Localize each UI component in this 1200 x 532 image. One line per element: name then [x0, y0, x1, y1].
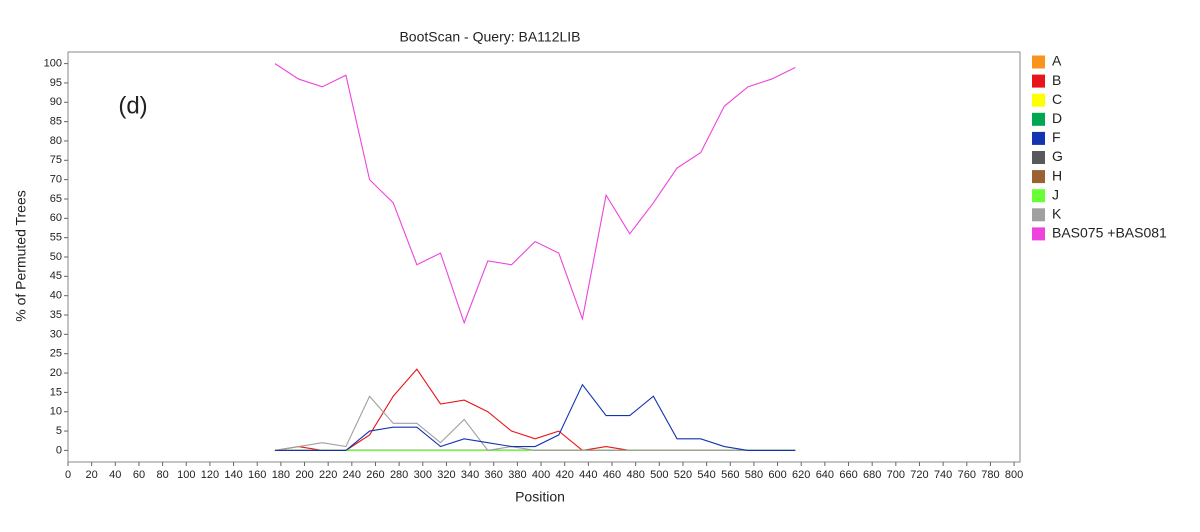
x-tick-label: 580 [745, 469, 763, 481]
series-line [274, 395, 796, 451]
x-axis-label: Position [515, 489, 565, 505]
x-tick-label: 160 [248, 469, 266, 481]
x-tick-label: 560 [721, 469, 739, 481]
y-tick-label: 80 [50, 135, 62, 147]
x-tick-label: 60 [133, 469, 145, 481]
x-tick-label: 720 [910, 469, 928, 481]
legend-label: K [1052, 206, 1062, 222]
x-tick-label: 400 [532, 469, 550, 481]
y-tick-label: 0 [56, 444, 62, 456]
x-tick-label: 240 [343, 469, 361, 481]
legend-swatch [1032, 208, 1045, 222]
y-tick-label: 85 [50, 116, 62, 128]
legend-label: C [1052, 91, 1062, 107]
legend-label: B [1052, 72, 1061, 88]
y-tick-label: 25 [50, 348, 62, 360]
y-tick-label: 65 [50, 193, 62, 205]
legend-swatch [1032, 170, 1045, 184]
y-tick-label: 50 [50, 251, 62, 263]
legend-label: D [1052, 110, 1062, 126]
y-tick-label: 30 [50, 328, 62, 340]
x-tick-label: 0 [65, 469, 71, 481]
x-tick-label: 40 [109, 469, 121, 481]
x-tick-label: 300 [414, 469, 432, 481]
x-tick-label: 800 [1005, 469, 1023, 481]
y-tick-label: 75 [50, 154, 62, 166]
x-tick-label: 480 [626, 469, 644, 481]
x-tick-label: 740 [934, 469, 952, 481]
y-tick-label: 40 [50, 290, 62, 302]
x-tick-label: 20 [86, 469, 98, 481]
x-tick-label: 420 [556, 469, 574, 481]
y-tick-label: 20 [50, 367, 62, 379]
x-tick-label: 320 [437, 469, 455, 481]
x-tick-label: 340 [461, 469, 479, 481]
y-tick-label: 60 [50, 212, 62, 224]
legend-label: G [1052, 148, 1063, 164]
y-tick-label: 10 [50, 406, 62, 418]
x-tick-label: 600 [768, 469, 786, 481]
x-tick-label: 440 [579, 469, 597, 481]
x-tick-label: 80 [156, 469, 168, 481]
y-tick-label: 100 [44, 58, 62, 70]
legend-label: F [1052, 129, 1061, 145]
y-tick-label: 70 [50, 174, 62, 186]
legend-swatch [1032, 189, 1045, 203]
x-tick-label: 540 [697, 469, 715, 481]
x-tick-label: 120 [201, 469, 219, 481]
x-tick-label: 360 [485, 469, 503, 481]
x-tick-label: 180 [272, 469, 290, 481]
x-tick-label: 520 [674, 469, 692, 481]
x-tick-label: 700 [887, 469, 905, 481]
plot-frame [67, 51, 1021, 463]
y-tick-label: 55 [50, 232, 62, 244]
series-line [274, 63, 796, 325]
x-tick-label: 100 [177, 469, 195, 481]
legend-label: A [1052, 53, 1062, 69]
x-tick-label: 200 [295, 469, 313, 481]
y-tick-label: 45 [50, 270, 62, 282]
x-tick-label: 140 [224, 469, 242, 481]
legend-swatch [1032, 74, 1045, 88]
x-tick-label: 260 [366, 469, 384, 481]
y-tick-label: 5 [56, 425, 62, 437]
legend-swatch [1032, 112, 1045, 126]
y-axis-label: % of Permuted Trees [13, 190, 29, 322]
series-line [274, 383, 796, 451]
series-line [274, 368, 630, 451]
x-tick-label: 280 [390, 469, 408, 481]
x-tick-label: 760 [958, 469, 976, 481]
x-tick-label: 460 [603, 469, 621, 481]
annotation: (d) [118, 92, 147, 119]
legend-label: BAS075 +BAS081 [1052, 225, 1167, 241]
x-tick-label: 680 [863, 469, 881, 481]
x-tick-label: 620 [792, 469, 810, 481]
legend-swatch [1032, 151, 1045, 164]
y-tick-label: 15 [50, 386, 62, 398]
legend-label: H [1052, 167, 1062, 183]
y-tick-label: 95 [50, 77, 62, 89]
chart-title: BootScan - Query: BA112LIB [399, 29, 580, 45]
legend-swatch [1032, 131, 1045, 145]
legend-swatch [1032, 93, 1045, 107]
x-tick-label: 780 [981, 469, 999, 481]
legend-swatch [1032, 227, 1045, 241]
x-tick-label: 220 [319, 469, 337, 481]
y-tick-label: 90 [50, 96, 62, 108]
x-tick-label: 640 [816, 469, 834, 481]
y-tick-label: 35 [50, 309, 62, 321]
legend-label: J [1052, 186, 1059, 202]
legend-swatch [1032, 55, 1045, 69]
x-tick-label: 660 [839, 469, 857, 481]
x-tick-label: 380 [508, 469, 526, 481]
x-tick-label: 500 [650, 469, 668, 481]
